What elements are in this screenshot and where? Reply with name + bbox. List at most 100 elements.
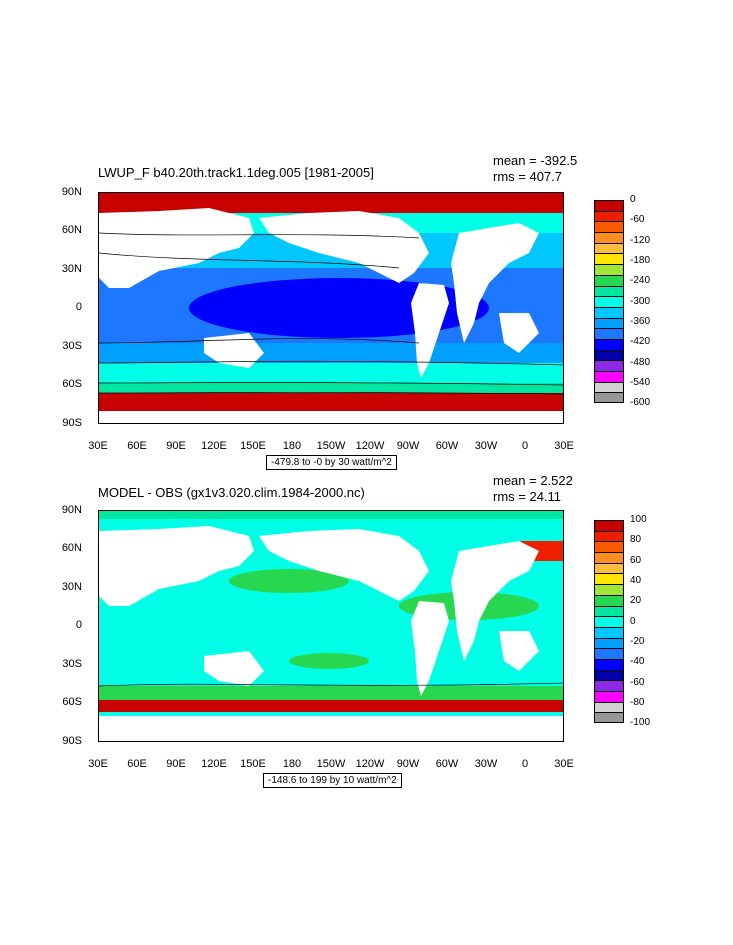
lat-label: 60S (62, 696, 82, 708)
colorbar-swatch (594, 701, 624, 713)
colorbar-swatch (594, 338, 624, 350)
lon-label: 60E (127, 440, 147, 452)
colorbar-label: -420 (630, 336, 651, 348)
lat-label: 60S (62, 378, 82, 390)
colorbar-swatch (594, 594, 624, 606)
colorbar-swatch (594, 562, 624, 574)
colorbar-swatch (594, 392, 624, 404)
lon-label: 180 (282, 758, 302, 770)
lat-label: 90S (62, 735, 82, 747)
colorbar-label: 40 (630, 574, 642, 586)
colorbar-swatch (594, 371, 624, 382)
colorbar-swatch (594, 317, 624, 329)
colorbar-swatch (594, 349, 624, 361)
lat-label: 30S (62, 658, 82, 670)
colorbar-swatch (594, 573, 624, 585)
colorbar-label: 80 (630, 534, 642, 546)
lon-label: 30W (474, 440, 498, 452)
rms-value: rms = 24.11 (493, 489, 562, 504)
lon-label: 180 (282, 440, 302, 452)
contour-info: -148.6 to 199 by 10 watt/m^2 (263, 773, 402, 788)
contour-info: -479.8 to -0 by 30 watt/m^2 (266, 455, 397, 470)
map-plot (98, 192, 564, 424)
lon-label: 90E (166, 440, 186, 452)
mean-value: mean = 2.522 (493, 473, 573, 488)
panel-title: LWUP_F b40.20th.track1.1deg.005 [1981-20… (98, 165, 374, 180)
lon-label: 30E (88, 440, 108, 452)
lon-label: 30W (474, 758, 498, 770)
colorbar-label: 60 (630, 554, 642, 566)
colorbar-swatch (594, 669, 624, 681)
colorbar-swatch (594, 200, 624, 211)
lon-label: 30E (88, 758, 108, 770)
lon-label: 150W (316, 440, 346, 452)
colorbar-swatch (594, 253, 624, 265)
lat-label: 30N (61, 581, 82, 593)
lat-label: 90N (61, 186, 82, 198)
colorbar-swatch (594, 360, 624, 371)
colorbar-label: -60 (630, 676, 645, 688)
colorbar-swatch (594, 274, 624, 286)
colorbar-swatch (594, 712, 624, 724)
panel-lwup: LWUP_F b40.20th.track1.1deg.005 [1981-20… (0, 150, 733, 480)
lon-label: 30E (554, 758, 574, 770)
colorbar-swatch (594, 520, 624, 531)
colorbar-label: -180 (630, 254, 651, 266)
colorbar (594, 520, 624, 724)
colorbar-label: -20 (630, 635, 645, 647)
rms-value: rms = 407.7 (493, 169, 563, 184)
mean-value: mean = -392.5 (493, 153, 578, 168)
colorbar-swatch (594, 232, 624, 243)
lon-label: 120E (201, 440, 227, 452)
lon-label: 60W (435, 440, 459, 452)
colorbar-swatch (594, 552, 624, 563)
colorbar-swatch (594, 242, 624, 254)
lat-label: 30N (61, 263, 82, 275)
colorbar-swatch (594, 648, 624, 659)
lon-label: 120E (201, 758, 227, 770)
colorbar-swatch (594, 658, 624, 670)
colorbar-label: -40 (630, 656, 645, 668)
colorbar-label: -120 (630, 234, 651, 246)
colorbar-label: -360 (630, 315, 651, 327)
colorbar-label: -80 (630, 696, 645, 708)
lon-label: 0 (521, 758, 529, 770)
lon-label: 0 (521, 440, 529, 452)
colorbar-swatch (594, 306, 624, 318)
map-plot (98, 510, 564, 742)
colorbar-swatch (594, 210, 624, 222)
colorbar-label: 0 (630, 615, 636, 627)
panel-model-minus-obs: MODEL - OBS (gx1v3.020.clim.1984-2000.nc… (0, 470, 733, 800)
colorbar-label: 0 (630, 194, 636, 205)
colorbar-label: 100 (630, 514, 647, 525)
colorbar-swatch (594, 616, 624, 627)
lon-label: 150E (240, 440, 266, 452)
lon-label: 60W (435, 758, 459, 770)
colorbar-swatch (594, 264, 624, 275)
lon-label: 120W (355, 758, 385, 770)
lon-label: 60E (127, 758, 147, 770)
colorbar-swatch (594, 680, 624, 691)
colorbar-swatch (594, 296, 624, 307)
colorbar-swatch (594, 637, 624, 649)
colorbar-swatch (594, 221, 624, 233)
panel-title: MODEL - OBS (gx1v3.020.clim.1984-2000.nc… (98, 485, 365, 500)
colorbar-swatch (594, 328, 624, 339)
colorbar-swatch (594, 626, 624, 638)
lon-label: 90E (166, 758, 186, 770)
colorbar-swatch (594, 530, 624, 542)
lat-label: 60N (61, 542, 82, 554)
colorbar-swatch (594, 584, 624, 595)
lon-label: 90W (396, 758, 420, 770)
colorbar-label: -540 (630, 376, 651, 388)
lat-label: 90N (61, 504, 82, 516)
colorbar-swatch (594, 285, 624, 297)
lat-label: 0 (75, 301, 82, 313)
lat-label: 0 (75, 619, 82, 631)
lon-label: 90W (396, 440, 420, 452)
colorbar (594, 200, 624, 404)
lat-label: 90S (62, 417, 82, 429)
colorbar-swatch (594, 541, 624, 553)
lon-label: 150E (240, 758, 266, 770)
colorbar-label: -240 (630, 275, 651, 287)
